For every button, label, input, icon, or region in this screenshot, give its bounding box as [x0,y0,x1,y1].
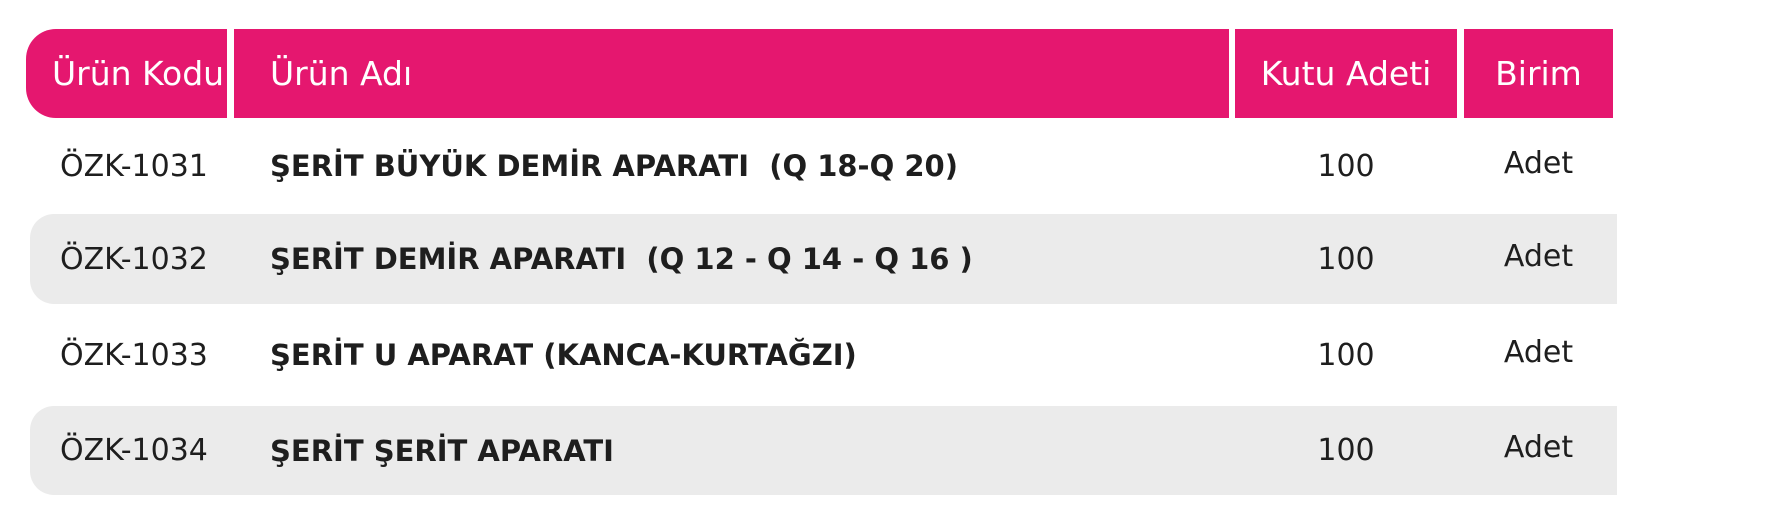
box-quantity: 100 [1317,433,1375,468]
unit: Adet [1503,430,1574,465]
unit: Adet [1503,334,1574,370]
product-name: ŞERİT U APARAT (KANCA-KURTAĞZI) [270,338,857,372]
header-unit: Birim [1464,29,1613,118]
header-product-code: Ürün Kodu [26,29,227,118]
header-product-name: Ürün Adı [234,29,1229,118]
header-box-quantity: Kutu Adeti [1235,29,1457,118]
table-row: ÖZK-1034 ŞERİT ŞERİT APARATI 100 Adet [30,406,1617,495]
box-quantity: 100 [1317,337,1375,373]
table-row: ÖZK-1032 ŞERİT DEMİR APARATI (Q 12 - Q 1… [30,214,1617,304]
product-code: ÖZK-1031 [60,148,208,184]
product-code: ÖZK-1032 [60,241,208,277]
box-quantity: 100 [1317,148,1375,184]
table-row: ÖZK-1033 ŞERİT U APARAT (KANCA-KURTAĞZI)… [30,304,1617,406]
product-code: ÖZK-1034 [60,433,208,468]
unit: Adet [1503,238,1574,274]
product-name: ŞERİT BÜYÜK DEMİR APARATI (Q 18-Q 20) [270,149,958,183]
product-code: ÖZK-1033 [60,337,208,373]
box-quantity: 100 [1317,241,1375,277]
table-row: ÖZK-1031 ŞERİT BÜYÜK DEMİR APARATI (Q 18… [30,118,1617,214]
product-name: ŞERİT ŞERİT APARATI [270,433,614,468]
unit: Adet [1503,145,1574,181]
product-name: ŞERİT DEMİR APARATI (Q 12 - Q 14 - Q 16 … [270,242,973,276]
